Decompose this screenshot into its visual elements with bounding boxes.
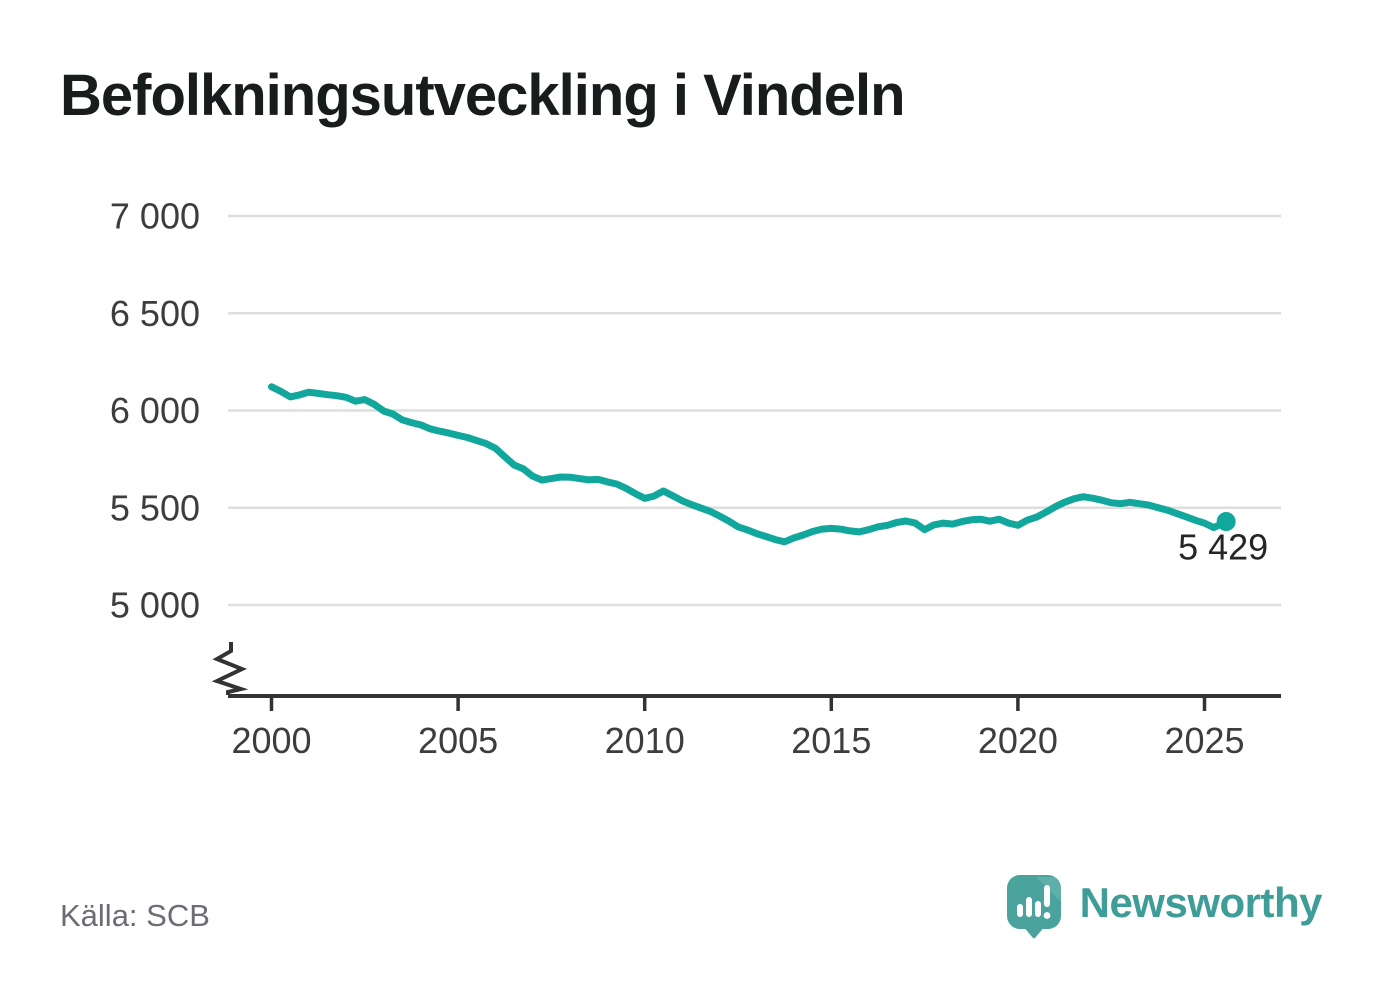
y-tick-label: 6 000 [110, 390, 200, 431]
y-tick-label: 7 000 [110, 196, 200, 237]
y-tick-label: 5 000 [110, 585, 200, 626]
x-tick-label: 2015 [791, 720, 871, 761]
y-tick-label: 5 500 [110, 487, 200, 528]
x-tick-label: 2010 [605, 720, 685, 761]
axis-break-icon [211, 642, 249, 695]
speech-bubble-bar-chart-icon [1006, 875, 1061, 939]
x-tick-label: 2005 [418, 720, 498, 761]
x-axis: 2000 2005 2010 2015 2020 2025 [211, 642, 1281, 761]
latest-value-label: 5 429 [1178, 527, 1268, 568]
source-note: Källa: SCB [60, 898, 210, 933]
latest-value-dot [1216, 512, 1236, 532]
population-series: 5 429 [268, 383, 1268, 568]
newsworthy-wordmark: Newsworthy [1079, 879, 1323, 926]
y-tick-label: 6 500 [110, 293, 200, 334]
x-tick-label: 2020 [978, 720, 1058, 761]
population-line [268, 383, 1230, 546]
x-tick-label: 2025 [1164, 720, 1244, 761]
newsworthy-logo: Newsworthy [1006, 874, 1323, 940]
x-tick-label: 2000 [231, 720, 311, 761]
gridlines [228, 214, 1281, 607]
chart-title: Befolkningsutveckling i Vindeln [60, 63, 906, 128]
y-axis-labels: 7 000 6 500 6 000 5 500 5 000 [110, 196, 200, 626]
